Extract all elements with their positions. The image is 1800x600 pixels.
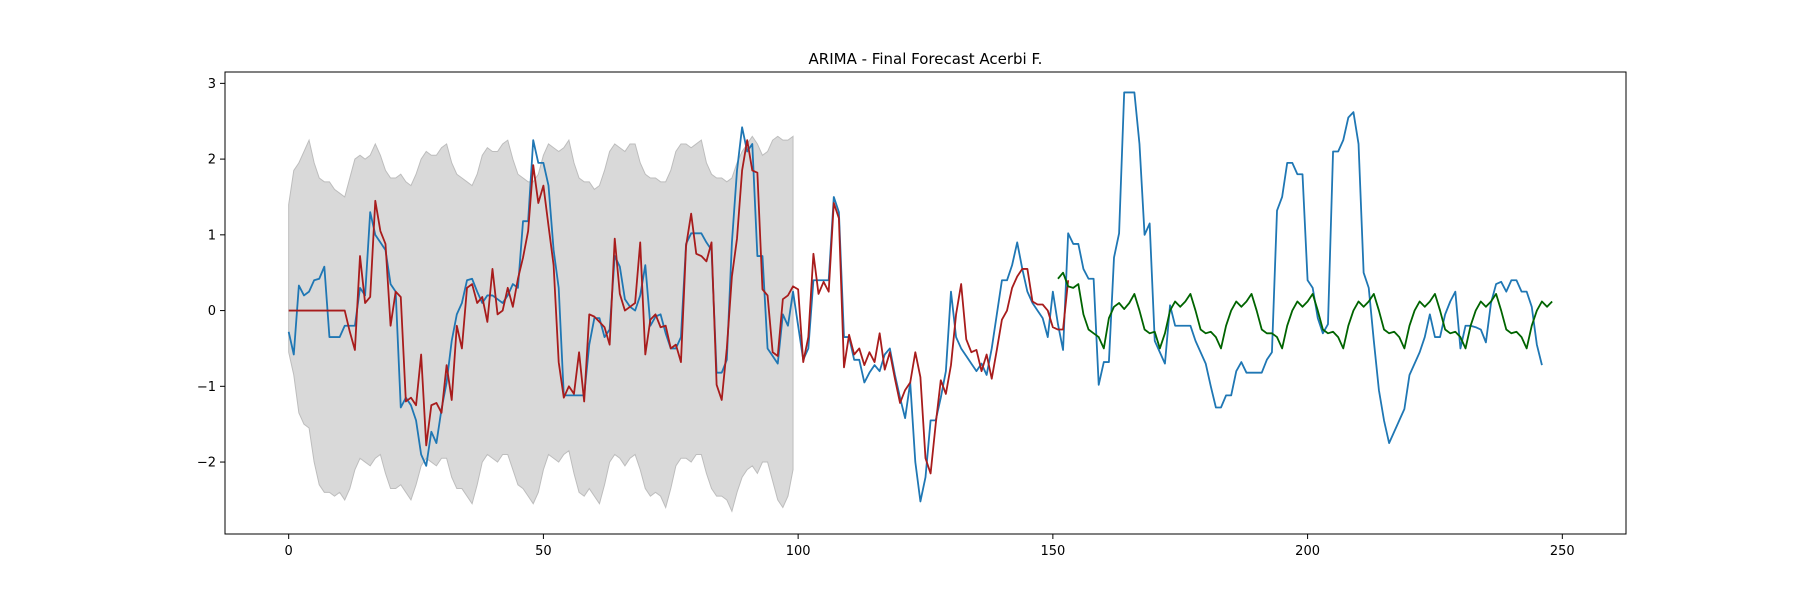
axes: 0 50 100 150 200 250 −2 −1 0 1 2 3: [197, 77, 1575, 559]
y-tick-label: −1: [197, 380, 216, 395]
x-tick-label: 200: [1295, 544, 1320, 559]
series-line-forecast: [1057, 271, 1553, 350]
x-tick-label: 150: [1040, 544, 1065, 559]
y-tick-label: 1: [208, 228, 216, 243]
x-tick-label: 50: [535, 544, 552, 559]
series-line-fitted: [288, 139, 1070, 475]
chart-title: ARIMA - Final Forecast Acerbi F.: [809, 50, 1043, 68]
x-tick-label: 100: [786, 544, 811, 559]
x-tick-label: 0: [285, 544, 293, 559]
y-tick-label: 3: [208, 77, 216, 92]
y-tick-label: −2: [197, 456, 216, 471]
series-line-actual: [287, 91, 1543, 503]
plot-area: [287, 91, 1553, 513]
y-tick-label: 2: [208, 153, 216, 168]
y-tick-label: 0: [208, 304, 216, 319]
plot-frame: [224, 71, 1627, 535]
x-tick-label: 250: [1550, 544, 1575, 559]
